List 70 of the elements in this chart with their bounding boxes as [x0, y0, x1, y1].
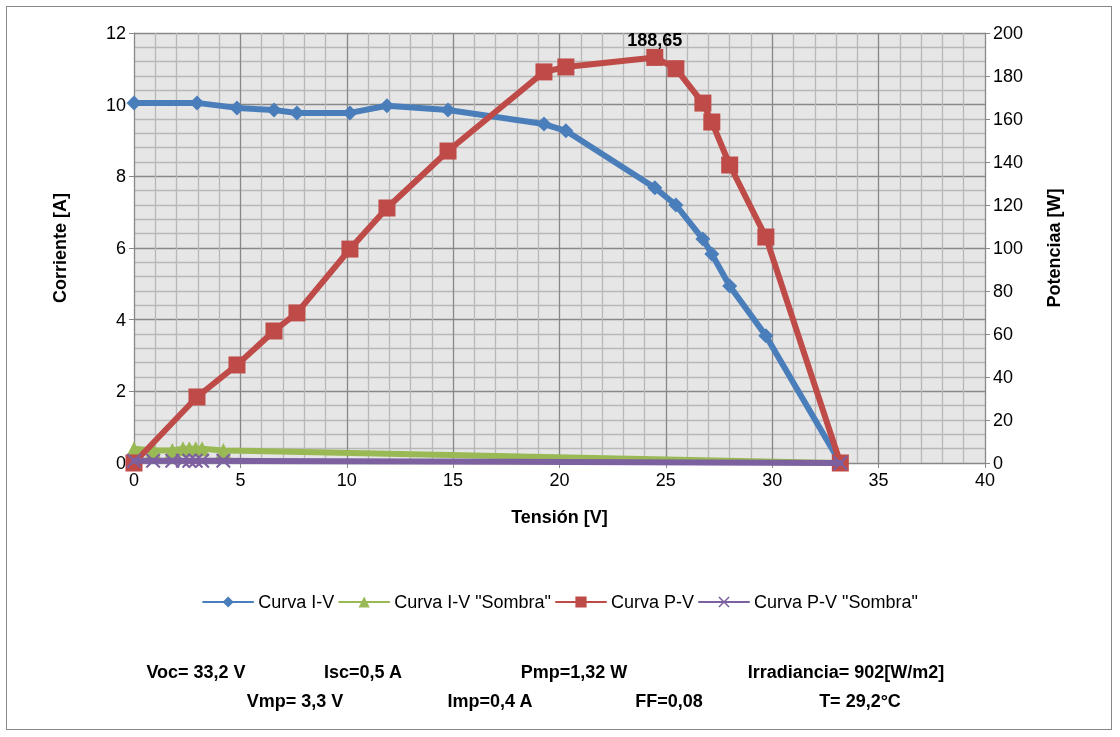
point — [704, 246, 720, 262]
text: Irradiancia= 902[W/m2] — [747, 662, 945, 682]
y2-axis-title: Potenciaa [W] — [1044, 188, 1064, 308]
y-tick-label: 0 — [115, 453, 126, 473]
text: Voc= 33,2 V — [146, 662, 246, 682]
point — [215, 453, 231, 469]
y2-tick-label: 20 — [993, 410, 1014, 430]
y-tick-label: 6 — [115, 238, 126, 258]
y-tick-label: 8 — [115, 166, 126, 187]
point — [703, 113, 721, 131]
point — [557, 58, 575, 76]
y-tick-label: 10 — [105, 94, 126, 115]
x-tick-label: 35 — [868, 470, 889, 490]
legend-label: Curva P-V — [611, 592, 695, 612]
x-tick-label: 5 — [235, 470, 246, 490]
point — [667, 60, 685, 78]
point — [757, 228, 775, 246]
text: Vmp= 3,3 V — [246, 691, 344, 711]
point — [536, 116, 552, 132]
text: Pmp=1,32 W — [520, 662, 628, 682]
point — [341, 240, 359, 258]
y2-tick-label: 0 — [993, 453, 1004, 473]
x-tick-label: 15 — [443, 470, 464, 490]
point — [188, 388, 206, 406]
y2-tick-label: 160 — [993, 109, 1024, 129]
point — [440, 102, 456, 118]
point — [439, 142, 457, 160]
y2-tick-label: 40 — [993, 367, 1014, 387]
point — [535, 63, 553, 81]
point — [758, 328, 774, 344]
text: T= 29,2°C — [819, 691, 901, 711]
point — [558, 123, 574, 139]
point — [145, 453, 161, 469]
x-tick-label: 25 — [655, 470, 676, 490]
legend-label: Curva P-V "Sombra" — [754, 592, 918, 612]
point — [646, 48, 664, 66]
y-axis-title: Corriente [A] — [50, 192, 70, 304]
x-tick-label: 20 — [549, 470, 570, 490]
legend-label: Curva I-V — [258, 592, 335, 612]
point — [194, 453, 210, 469]
text: Isc=0,5 A — [324, 662, 402, 682]
legend-label: Curva I-V "Sombra" — [394, 592, 551, 612]
y2-tick-label: 200 — [993, 23, 1024, 43]
y-tick-label: 2 — [115, 381, 126, 402]
point — [288, 304, 306, 322]
y2-tick-label: 60 — [993, 324, 1014, 344]
point — [228, 356, 246, 374]
data-label: 188,65 — [627, 29, 683, 50]
point — [721, 156, 739, 174]
y2-tick-label: 140 — [993, 152, 1024, 172]
y2-tick-label: 120 — [993, 195, 1024, 215]
x-tick-label: 10 — [336, 470, 357, 490]
y-tick-label: 12 — [105, 23, 126, 43]
point — [378, 199, 396, 217]
text: FF=0,08 — [635, 691, 703, 711]
point — [695, 231, 711, 247]
text: Imp=0,4 A — [447, 691, 533, 711]
y-tick-label: 4 — [115, 309, 126, 330]
x-tick-label: 30 — [762, 470, 783, 490]
point — [694, 94, 712, 112]
x-tick-label: 0 — [128, 470, 140, 490]
point — [722, 278, 738, 294]
point — [668, 197, 684, 213]
y2-tick-label: 80 — [993, 281, 1014, 301]
y2-tick-label: 180 — [993, 66, 1024, 86]
x-axis-title: Tensión [V] — [511, 507, 608, 527]
point — [647, 180, 663, 196]
point — [265, 322, 283, 340]
x-tick-label: 40 — [974, 470, 996, 490]
y2-tick-label: 100 — [993, 238, 1024, 258]
